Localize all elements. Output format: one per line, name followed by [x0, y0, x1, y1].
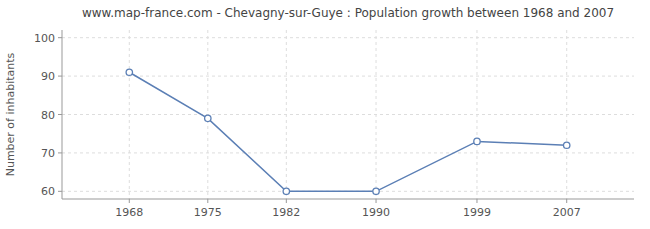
chart-container: www.map-france.com - Chevagny-sur-Guye :… [0, 0, 650, 229]
point [474, 138, 480, 144]
y-tick [58, 114, 62, 115]
title: www.map-france.com - Chevagny-sur-Guye :… [82, 6, 614, 20]
x-axis-line [62, 199, 634, 200]
y-grid-line [62, 114, 634, 115]
x-grid-line [476, 30, 477, 199]
y-tick [58, 37, 62, 38]
x-tick [376, 199, 377, 203]
y-grid-line [62, 37, 634, 38]
x-tick [286, 199, 287, 203]
point [564, 142, 570, 148]
x-tick [129, 199, 130, 203]
x-grid-line [286, 30, 287, 199]
point [205, 115, 211, 121]
x-tick [476, 199, 477, 203]
point [283, 188, 289, 194]
x-tick-label: 1982 [272, 206, 300, 219]
y-grid-line [62, 76, 634, 77]
plot-area [126, 69, 570, 194]
point [373, 188, 379, 194]
x-grid-line [376, 30, 377, 199]
x-grid-line [129, 30, 130, 199]
x-tick-label: 1999 [463, 206, 491, 219]
y-grid-line [62, 152, 634, 153]
y-tick-label: 70 [41, 147, 55, 160]
y-tick [58, 152, 62, 153]
x-tick [207, 199, 208, 203]
x-tick-label: 1975 [194, 206, 222, 219]
x-tick-label: 1968 [115, 206, 143, 219]
y-tick-label: 90 [41, 70, 55, 83]
x-tick [566, 199, 567, 203]
point [126, 69, 132, 75]
y-axis-label: Number of inhabitants [4, 52, 17, 176]
y-tick [58, 76, 62, 77]
y-axis-line [62, 30, 63, 199]
x-tick-label: 1990 [362, 206, 390, 219]
x-grid-line [566, 30, 567, 199]
chart: www.map-france.com - Chevagny-sur-Guye :… [0, 0, 650, 229]
line [129, 72, 566, 191]
y-tick [58, 191, 62, 192]
y-tick-label: 80 [41, 109, 55, 122]
grid [62, 30, 634, 199]
y-tick-label: 60 [41, 185, 55, 198]
x-tick-label: 2007 [553, 206, 581, 219]
y-tick-label: 100 [34, 32, 55, 45]
